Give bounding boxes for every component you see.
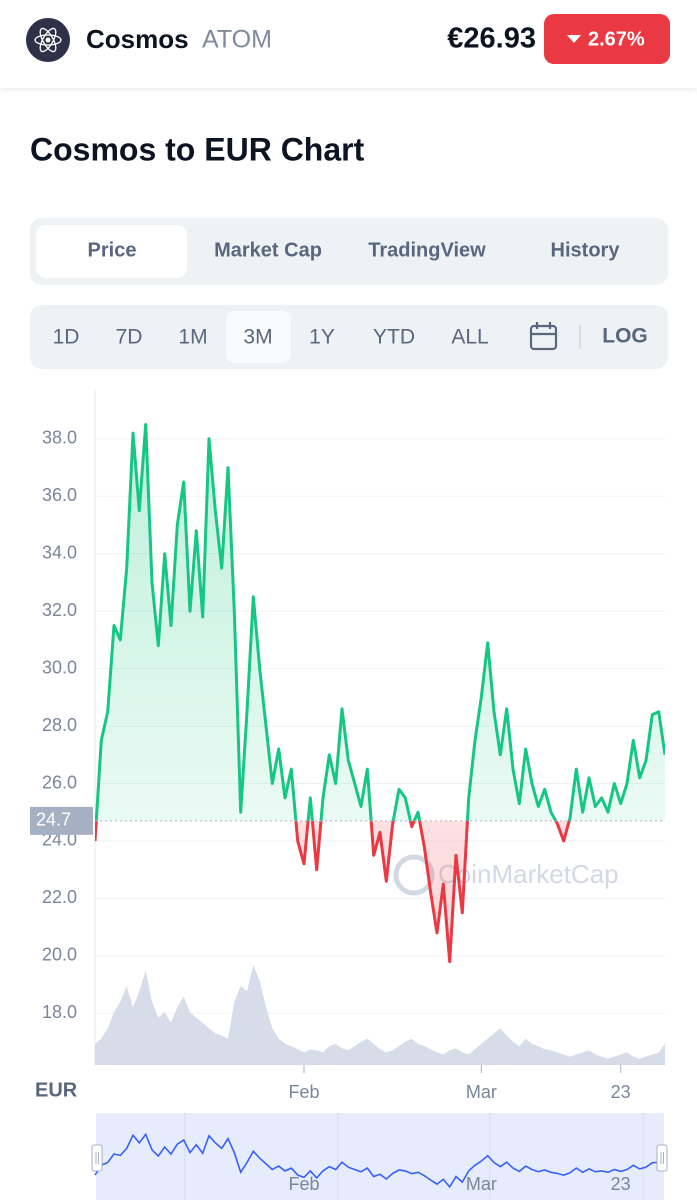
range-option[interactable]: 1D — [53, 326, 80, 349]
y-tick-label: 22.0 — [42, 887, 77, 907]
price-line-up — [95, 423, 665, 821]
range-option[interactable]: 1M — [178, 326, 207, 349]
y-tick-label: 38.0 — [42, 428, 77, 448]
tab[interactable]: TradingView — [368, 239, 486, 261]
change-badge — [544, 14, 670, 64]
range-option[interactable]: ALL — [451, 326, 488, 349]
y-tick-label: 30.0 — [42, 657, 77, 677]
y-tick-label: 26.0 — [42, 772, 77, 792]
range-option[interactable]: YTD — [373, 326, 415, 349]
y-tick-label: 20.0 — [42, 945, 77, 965]
navigator — [96, 1113, 664, 1200]
calendar-icon[interactable] — [529, 322, 558, 351]
y-tick-label: 32.0 — [42, 600, 77, 620]
navigator-line — [94, 1132, 666, 1189]
navigator-handle[interactable] — [91, 1144, 103, 1172]
x-tick-label: Mar — [466, 1082, 497, 1102]
coin-name: Cosmos — [86, 24, 189, 54]
range-option[interactable]: 7D — [116, 326, 143, 349]
baseline-label: 24.7 — [36, 810, 71, 830]
y-tick-label: 36.0 — [42, 485, 77, 505]
unit-label: EUR — [35, 1079, 78, 1101]
active-tab — [36, 225, 187, 278]
navigator-tick-label: Mar — [466, 1174, 497, 1194]
navigator-tick-label: 23 — [611, 1174, 631, 1194]
y-tick-label: 34.0 — [42, 542, 77, 562]
log-toggle[interactable]: LOG — [602, 325, 648, 348]
change-value: 2.67% — [588, 28, 645, 50]
section-title: Cosmos to EUR Chart — [30, 131, 365, 167]
coin-logo-dot — [45, 37, 51, 43]
tab-bar — [30, 218, 668, 285]
range-option[interactable]: 3M — [243, 326, 272, 349]
down-arrow — [567, 35, 581, 43]
tab[interactable]: Market Cap — [214, 239, 322, 261]
navigator-tick-label: Feb — [288, 1174, 319, 1194]
navigator-handle[interactable] — [656, 1144, 668, 1172]
price: €26.93 — [447, 23, 536, 55]
y-tick-label: 28.0 — [42, 715, 77, 735]
x-tick-label: 23 — [611, 1082, 631, 1102]
y-tick-label: 18.0 — [42, 1002, 77, 1022]
coin-symbol: ATOM — [202, 26, 272, 54]
range-option[interactable]: 1Y — [309, 326, 335, 349]
price-line-down — [95, 820, 571, 964]
watermark: CoinMarketCap — [438, 859, 619, 889]
baseline-label-box — [30, 806, 93, 835]
tab[interactable]: Price — [88, 239, 137, 261]
active-range — [226, 311, 291, 363]
x-tick-label: Feb — [288, 1082, 319, 1102]
tab[interactable]: History — [551, 239, 621, 261]
range-bar — [30, 305, 668, 369]
coin-logo-mark — [34, 27, 62, 53]
volume-area — [95, 965, 665, 1065]
